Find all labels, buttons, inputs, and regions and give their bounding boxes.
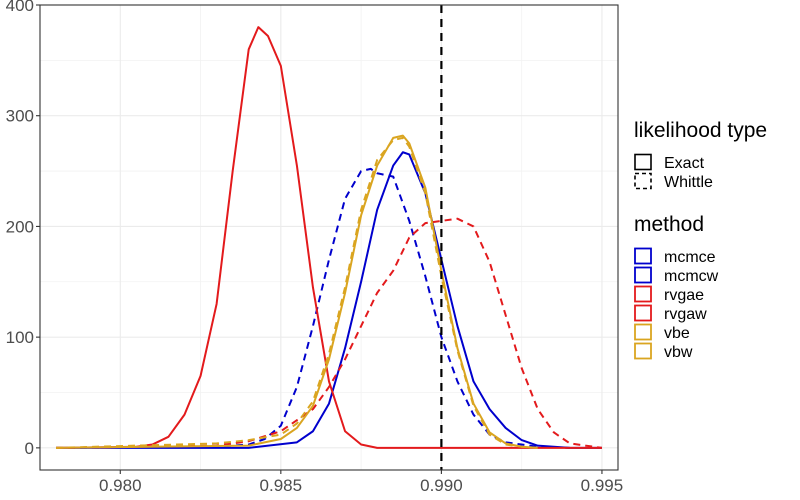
legend-key-vbw	[634, 342, 652, 360]
legend-likelihood-keys: Exact Whittle	[634, 153, 713, 191]
y-tick-label: 200	[6, 217, 34, 236]
series-line-vbw	[56, 136, 538, 449]
x-tick-label: 0.980	[99, 476, 142, 495]
legend-key-rvgae	[634, 285, 652, 303]
legend-key-whittle	[634, 172, 652, 190]
legend-likelihood: likelihood type Exact Whittle	[634, 119, 767, 191]
grid-lines	[40, 4, 618, 470]
legend-key-mcmcw	[634, 266, 652, 284]
density-curves	[56, 26, 603, 449]
legend-label-exact: Exact	[664, 155, 705, 172]
x-tick-label: 0.995	[581, 476, 624, 495]
legend-label-vbw: vbw	[664, 344, 693, 361]
y-tick-label: 300	[6, 107, 34, 126]
series-line-mcmcw	[56, 167, 570, 449]
legend-key-exact	[634, 153, 652, 171]
y-tick-label: 100	[6, 328, 34, 347]
y-tick-label: 400	[6, 0, 34, 15]
series-line-rvgaw	[56, 217, 603, 449]
legend-method: method mcmce mcmcw rvgae rvgaw vbe vbw	[634, 213, 719, 361]
series-line-vbe	[56, 134, 538, 449]
legend-label-mcmce: mcmce	[664, 249, 716, 266]
legend-label-whittle: Whittle	[664, 174, 713, 191]
legend-key-vbe	[634, 323, 652, 341]
legend-label-rvgaw: rvgaw	[664, 306, 707, 323]
legend-label-vbe: vbe	[664, 325, 690, 342]
y-tick-label: 0	[25, 439, 34, 458]
legend-key-rvgaw	[634, 304, 652, 322]
legend-likelihood-title: likelihood type	[634, 119, 767, 142]
axes: 0.980 0.985 0.990 0.995 0 100 200 300 400	[6, 0, 624, 495]
x-tick-label: 0.985	[260, 476, 303, 495]
x-tick-label: 0.990	[420, 476, 463, 495]
legend-method-title: method	[634, 213, 704, 236]
legend-label-rvgae: rvgae	[664, 287, 704, 304]
plot-border	[39, 4, 619, 471]
legend-key-mcmce	[634, 247, 652, 265]
legend-label-mcmcw: mcmcw	[664, 268, 719, 285]
series-line-rvgae	[56, 26, 602, 449]
series-line-mcmce	[56, 151, 602, 449]
legend-method-keys: mcmce mcmcw rvgae rvgaw vbe vbw	[634, 247, 719, 361]
